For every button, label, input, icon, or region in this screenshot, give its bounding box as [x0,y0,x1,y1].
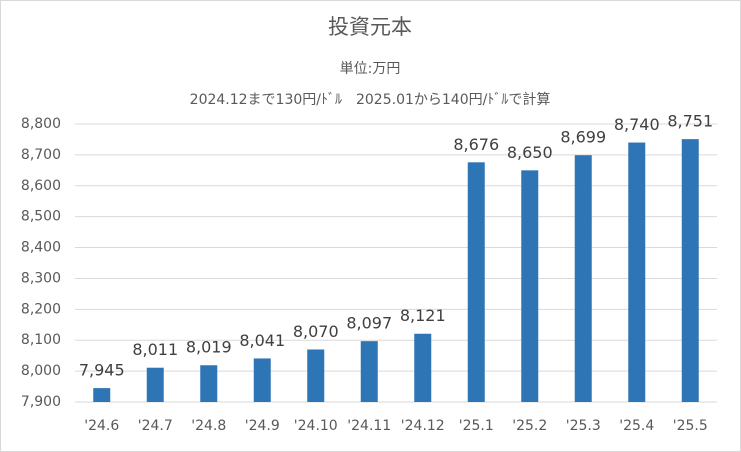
x-tick-label: '25.2 [512,418,547,434]
y-tick-label: 8,300 [21,270,61,286]
x-tick-label: '24.9 [245,418,280,434]
data-label: 8,751 [667,112,713,131]
x-tick-label: '24.11 [347,418,391,434]
bar [146,367,164,402]
y-tick-label: 8,000 [21,363,61,379]
x-tick-label: '24.6 [84,418,119,434]
y-tick-label: 7,900 [21,394,61,410]
y-tick-label: 8,800 [21,116,61,132]
chart-subtitle: 単位:万円 [340,61,401,77]
data-label: 8,019 [186,338,232,357]
y-tick-label: 8,600 [21,178,61,194]
bar [93,388,111,402]
data-label: 8,041 [239,331,285,350]
x-tick-label: '25.3 [566,418,601,434]
x-tick-label: '24.7 [138,418,173,434]
x-tick-label: '25.4 [619,418,654,434]
data-label: 8,097 [346,314,392,333]
x-tick-label: '24.8 [191,418,226,434]
data-label: 8,699 [560,128,606,147]
data-label: 8,650 [507,143,553,162]
bar [574,155,592,402]
chart-note: 2024.12まで130円/ﾄﾞﾙ 2025.01から140円/ﾄﾞﾙで計算 [190,92,551,108]
x-tick-label: '24.10 [294,418,338,434]
bar [360,341,378,402]
y-tick-label: 8,500 [21,209,61,225]
y-tick-label: 8,400 [21,240,61,256]
data-label: 8,070 [293,322,339,341]
data-label: 8,011 [132,340,178,359]
x-tick-label: '24.12 [401,418,445,434]
bar [253,358,271,402]
bar [521,170,539,402]
data-label: 8,740 [614,115,660,134]
data-label: 8,676 [453,135,499,154]
bar [200,365,218,402]
x-tick-label: '25.5 [673,418,708,434]
bar [307,349,325,402]
bar [467,162,485,402]
bar [681,139,699,402]
data-label: 8,121 [400,306,446,325]
y-tick-label: 8,100 [21,332,61,348]
chart-title: 投資元本 [328,15,412,39]
x-tick-label: '25.1 [459,418,494,434]
data-label: 7,945 [79,361,125,380]
y-tick-label: 8,700 [21,147,61,163]
bar [414,333,432,402]
bar [628,142,646,403]
y-tick-label: 8,200 [21,301,61,317]
